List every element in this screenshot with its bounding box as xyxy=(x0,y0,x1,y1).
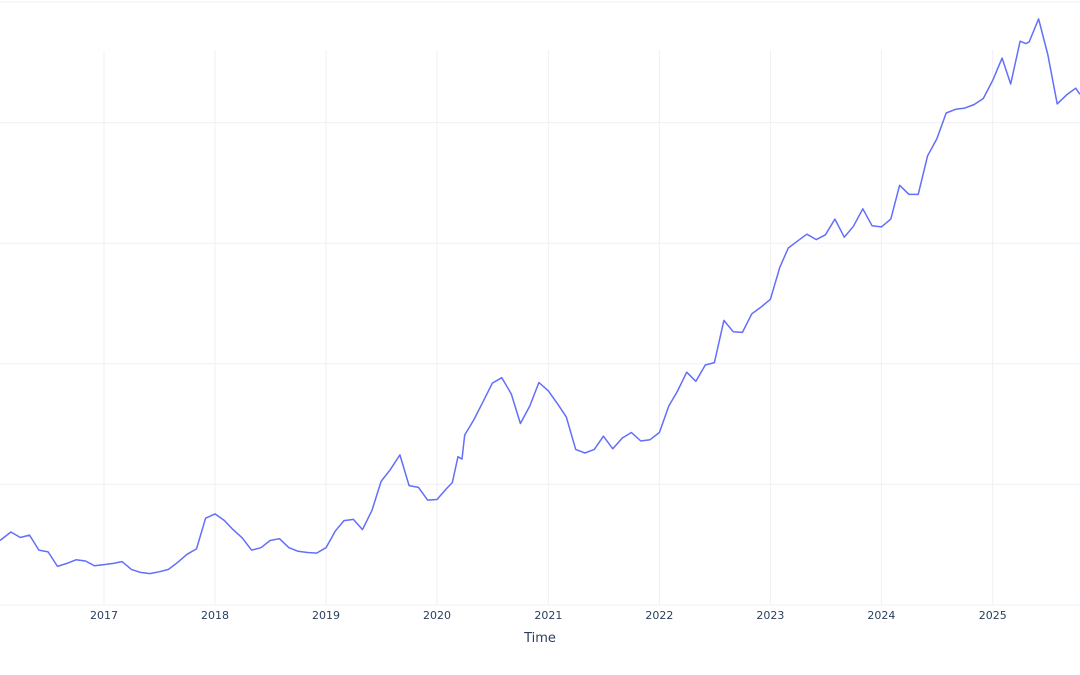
x-tick-label: 2024 xyxy=(867,609,895,622)
x-axis-title: Time xyxy=(523,631,556,646)
series-layer xyxy=(0,18,1080,575)
grid xyxy=(0,1,1080,606)
x-tick-label: 2022 xyxy=(645,609,673,622)
x-tick-label: 2018 xyxy=(201,609,229,622)
x-tick-label: 2020 xyxy=(423,609,451,622)
x-tick-label: 2017 xyxy=(90,609,118,622)
x-axis-ticks: 2017 2018 2019 2020 2021 2022 2023 2024 2025 xyxy=(90,609,1007,622)
series-line xyxy=(0,18,1080,575)
x-tick-label: 2021 xyxy=(534,609,562,622)
x-tick-label: 2023 xyxy=(756,609,784,622)
x-tick-label: 2025 xyxy=(979,609,1007,622)
x-tick-label: 2019 xyxy=(312,609,340,622)
